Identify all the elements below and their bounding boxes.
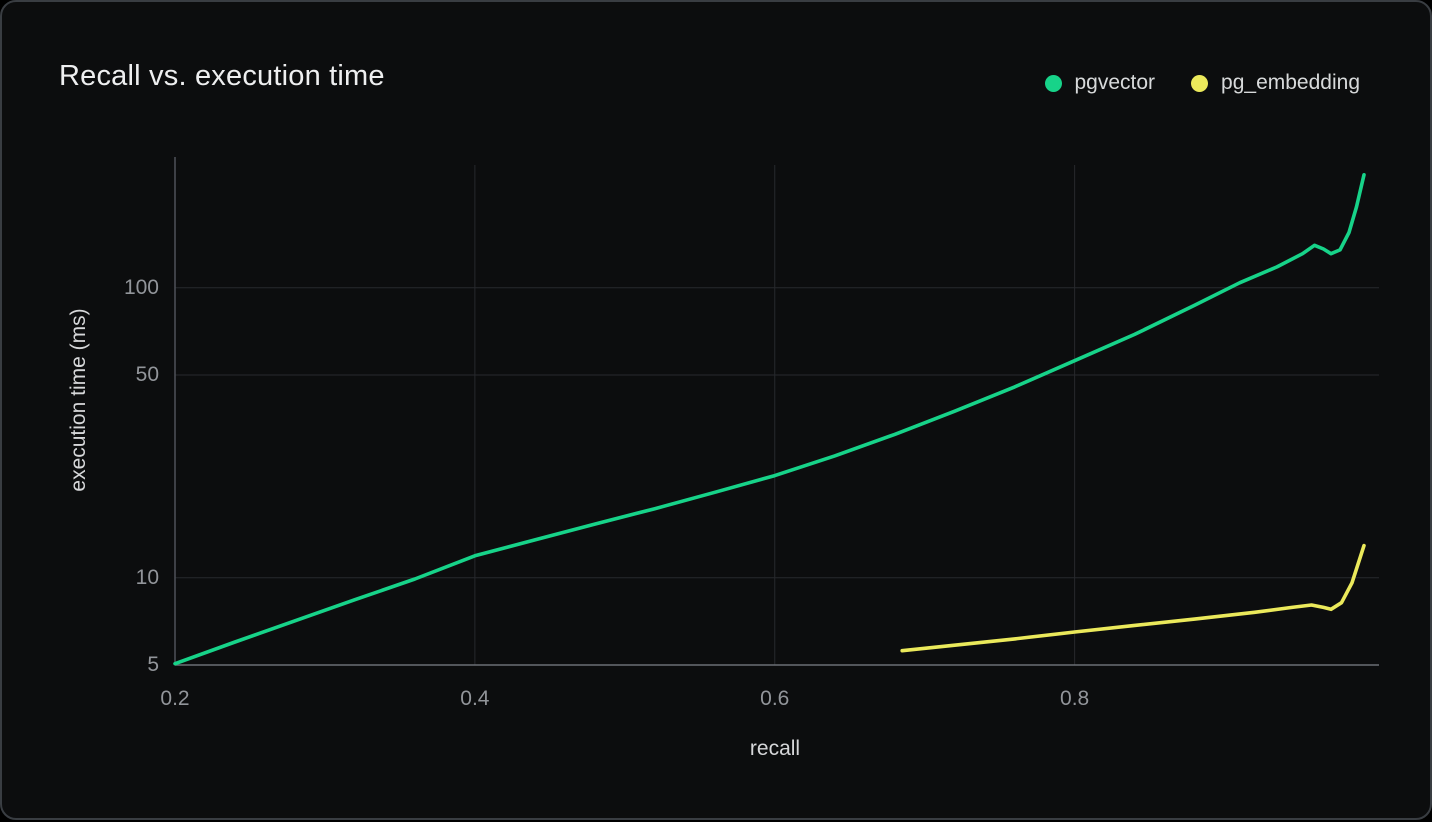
pg_embedding-line[interactable] [902,546,1364,651]
y-tick-label: 5 [2,650,159,680]
x-tick-label: 0.8 [1025,685,1125,713]
y-axis-title: execution time (ms) [67,308,91,491]
x-tick-label: 0.2 [125,685,225,713]
x-axis-title: recall [750,737,800,761]
x-tick-label: 0.4 [425,685,525,713]
pgvector-line[interactable] [175,175,1364,664]
y-tick-label: 10 [2,563,159,593]
y-tick-label: 100 [2,273,159,303]
x-tick-label: 0.6 [725,685,825,713]
